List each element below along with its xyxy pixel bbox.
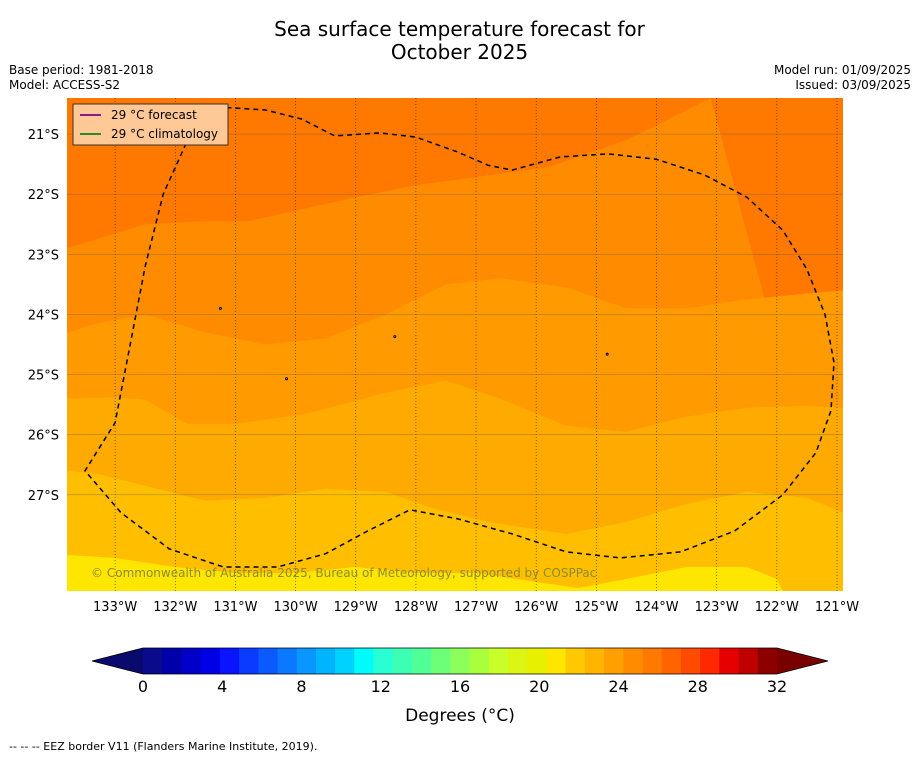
colorbar-segment <box>392 648 413 674</box>
x-tick-label: 125°W <box>574 600 618 615</box>
colorbar-tick-label: 20 <box>529 677 549 696</box>
colorbar-segment <box>181 648 202 674</box>
map-area: © Commonwealth of Australia 2025, Bureau… <box>67 98 843 591</box>
colorbar-segment <box>411 648 432 674</box>
colorbar-tick-label: 8 <box>296 677 306 696</box>
colorbar-segment <box>488 648 509 674</box>
colorbar-label: Degrees (°C) <box>405 706 515 726</box>
colorbar: 0 4 8 12 16 20 24 28 32 Degrees (°C) <box>91 647 829 726</box>
map-legend: 29 °C forecast 29 °C climatology <box>72 103 229 146</box>
title-line-2: October 2025 <box>390 40 529 64</box>
colorbar-segment <box>296 648 317 674</box>
colorbar-tick-label: 24 <box>608 677 628 696</box>
x-tick-label: 129°W <box>334 600 378 615</box>
x-tick-label: 122°W <box>755 600 799 615</box>
legend-label: 29 °C climatology <box>111 127 218 141</box>
eez-border-line <box>84 106 835 568</box>
title-line-1: Sea surface temperature forecast for <box>274 17 645 41</box>
colorbar-over-arrow <box>777 648 828 674</box>
colorbar-segment <box>661 648 682 674</box>
colorbar-segment <box>604 648 624 674</box>
island-marker <box>393 335 397 339</box>
y-tick-label: 21°S <box>28 128 59 143</box>
colorbar-segment <box>162 648 182 674</box>
x-tick-label: 130°W <box>274 600 318 615</box>
colorbar-segment <box>239 648 259 674</box>
y-tick-label: 24°S <box>28 308 59 323</box>
colorbar-tick-label: 28 <box>688 677 708 696</box>
y-tick-label: 23°S <box>28 248 59 263</box>
eez-footnote: -- -- -- EEZ border V11 (Flanders Marine… <box>9 740 318 753</box>
temperature-band-25 <box>67 470 843 591</box>
y-tick-label: 25°S <box>28 369 59 384</box>
colorbar-segment <box>700 648 720 674</box>
colorbar-segment <box>680 648 701 674</box>
colorbar-segment <box>757 648 778 674</box>
colorbar-segment <box>431 648 451 674</box>
colorbar-segment <box>200 648 221 674</box>
x-tick-label: 124°W <box>634 600 678 615</box>
colorbar-segment <box>277 648 298 674</box>
x-tick-label: 132°W <box>153 600 197 615</box>
model-run: Model run: 01/09/2025 <box>773 63 911 77</box>
x-tick-label: 127°W <box>454 600 498 615</box>
colorbar-segment <box>469 648 490 674</box>
model-name: Model: ACCESS-S2 <box>9 78 121 92</box>
colorbar-segment <box>450 648 471 674</box>
x-tick-label: 133°W <box>93 600 137 615</box>
legend-box <box>72 103 229 146</box>
issued-date: Issued: 03/09/2025 <box>795 78 911 92</box>
chart-title: Sea surface temperature forecast for Oct… <box>0 18 919 64</box>
colorbar-segment <box>642 648 663 674</box>
x-tick-label: 121°W <box>815 600 859 615</box>
colorbar-under-arrow <box>92 648 143 674</box>
colorbar-tick-label: 0 <box>138 677 148 696</box>
colorbar-segment <box>335 648 355 674</box>
colorbar-segment <box>219 648 240 674</box>
map-clip-group: © Commonwealth of Australia 2025, Bureau… <box>67 98 843 591</box>
colorbar-tick-label: 4 <box>217 677 227 696</box>
x-tick-label: 126°W <box>514 600 558 615</box>
island-marker <box>218 306 222 310</box>
island-marker <box>605 352 609 356</box>
colorbar-tick-label: 32 <box>767 677 787 696</box>
colorbar-segment <box>258 648 278 674</box>
colorbar-tick-label: 16 <box>450 677 470 696</box>
colorbar-segment <box>546 648 567 674</box>
island-marker <box>285 377 289 381</box>
colorbar-segment <box>527 648 547 674</box>
colorbar-segment <box>565 648 586 674</box>
colorbar-segment <box>738 648 759 674</box>
colorbar-segment <box>508 648 528 674</box>
y-tick-label: 26°S <box>28 429 59 444</box>
colorbar-segment <box>623 648 643 674</box>
copyright-text: © Commonwealth of Australia 2025, Bureau… <box>91 566 596 580</box>
colorbar-segment <box>354 648 374 674</box>
y-tick-label: 22°S <box>28 188 59 203</box>
x-tick-label: 128°W <box>394 600 438 615</box>
x-tick-label: 123°W <box>695 600 739 615</box>
y-tick-label: 27°S <box>28 489 59 504</box>
colorbar-outline <box>91 647 829 675</box>
colorbar-segment <box>143 648 163 674</box>
legend-label: 29 °C forecast <box>111 108 197 122</box>
colorbar-segment <box>584 648 605 674</box>
temperature-band-24 <box>67 554 783 591</box>
colorbar-segment <box>315 648 336 674</box>
base-period: Base period: 1981-2018 <box>9 63 154 77</box>
colorbar-segment <box>373 648 394 674</box>
map-axes: 133°W 132°W 131°W 130°W 129°W 128°W 127°W 126°W… <box>28 128 860 615</box>
colorbar-tick-label: 12 <box>371 677 391 696</box>
colorbar-segment <box>719 648 739 674</box>
x-tick-label: 131°W <box>213 600 257 615</box>
